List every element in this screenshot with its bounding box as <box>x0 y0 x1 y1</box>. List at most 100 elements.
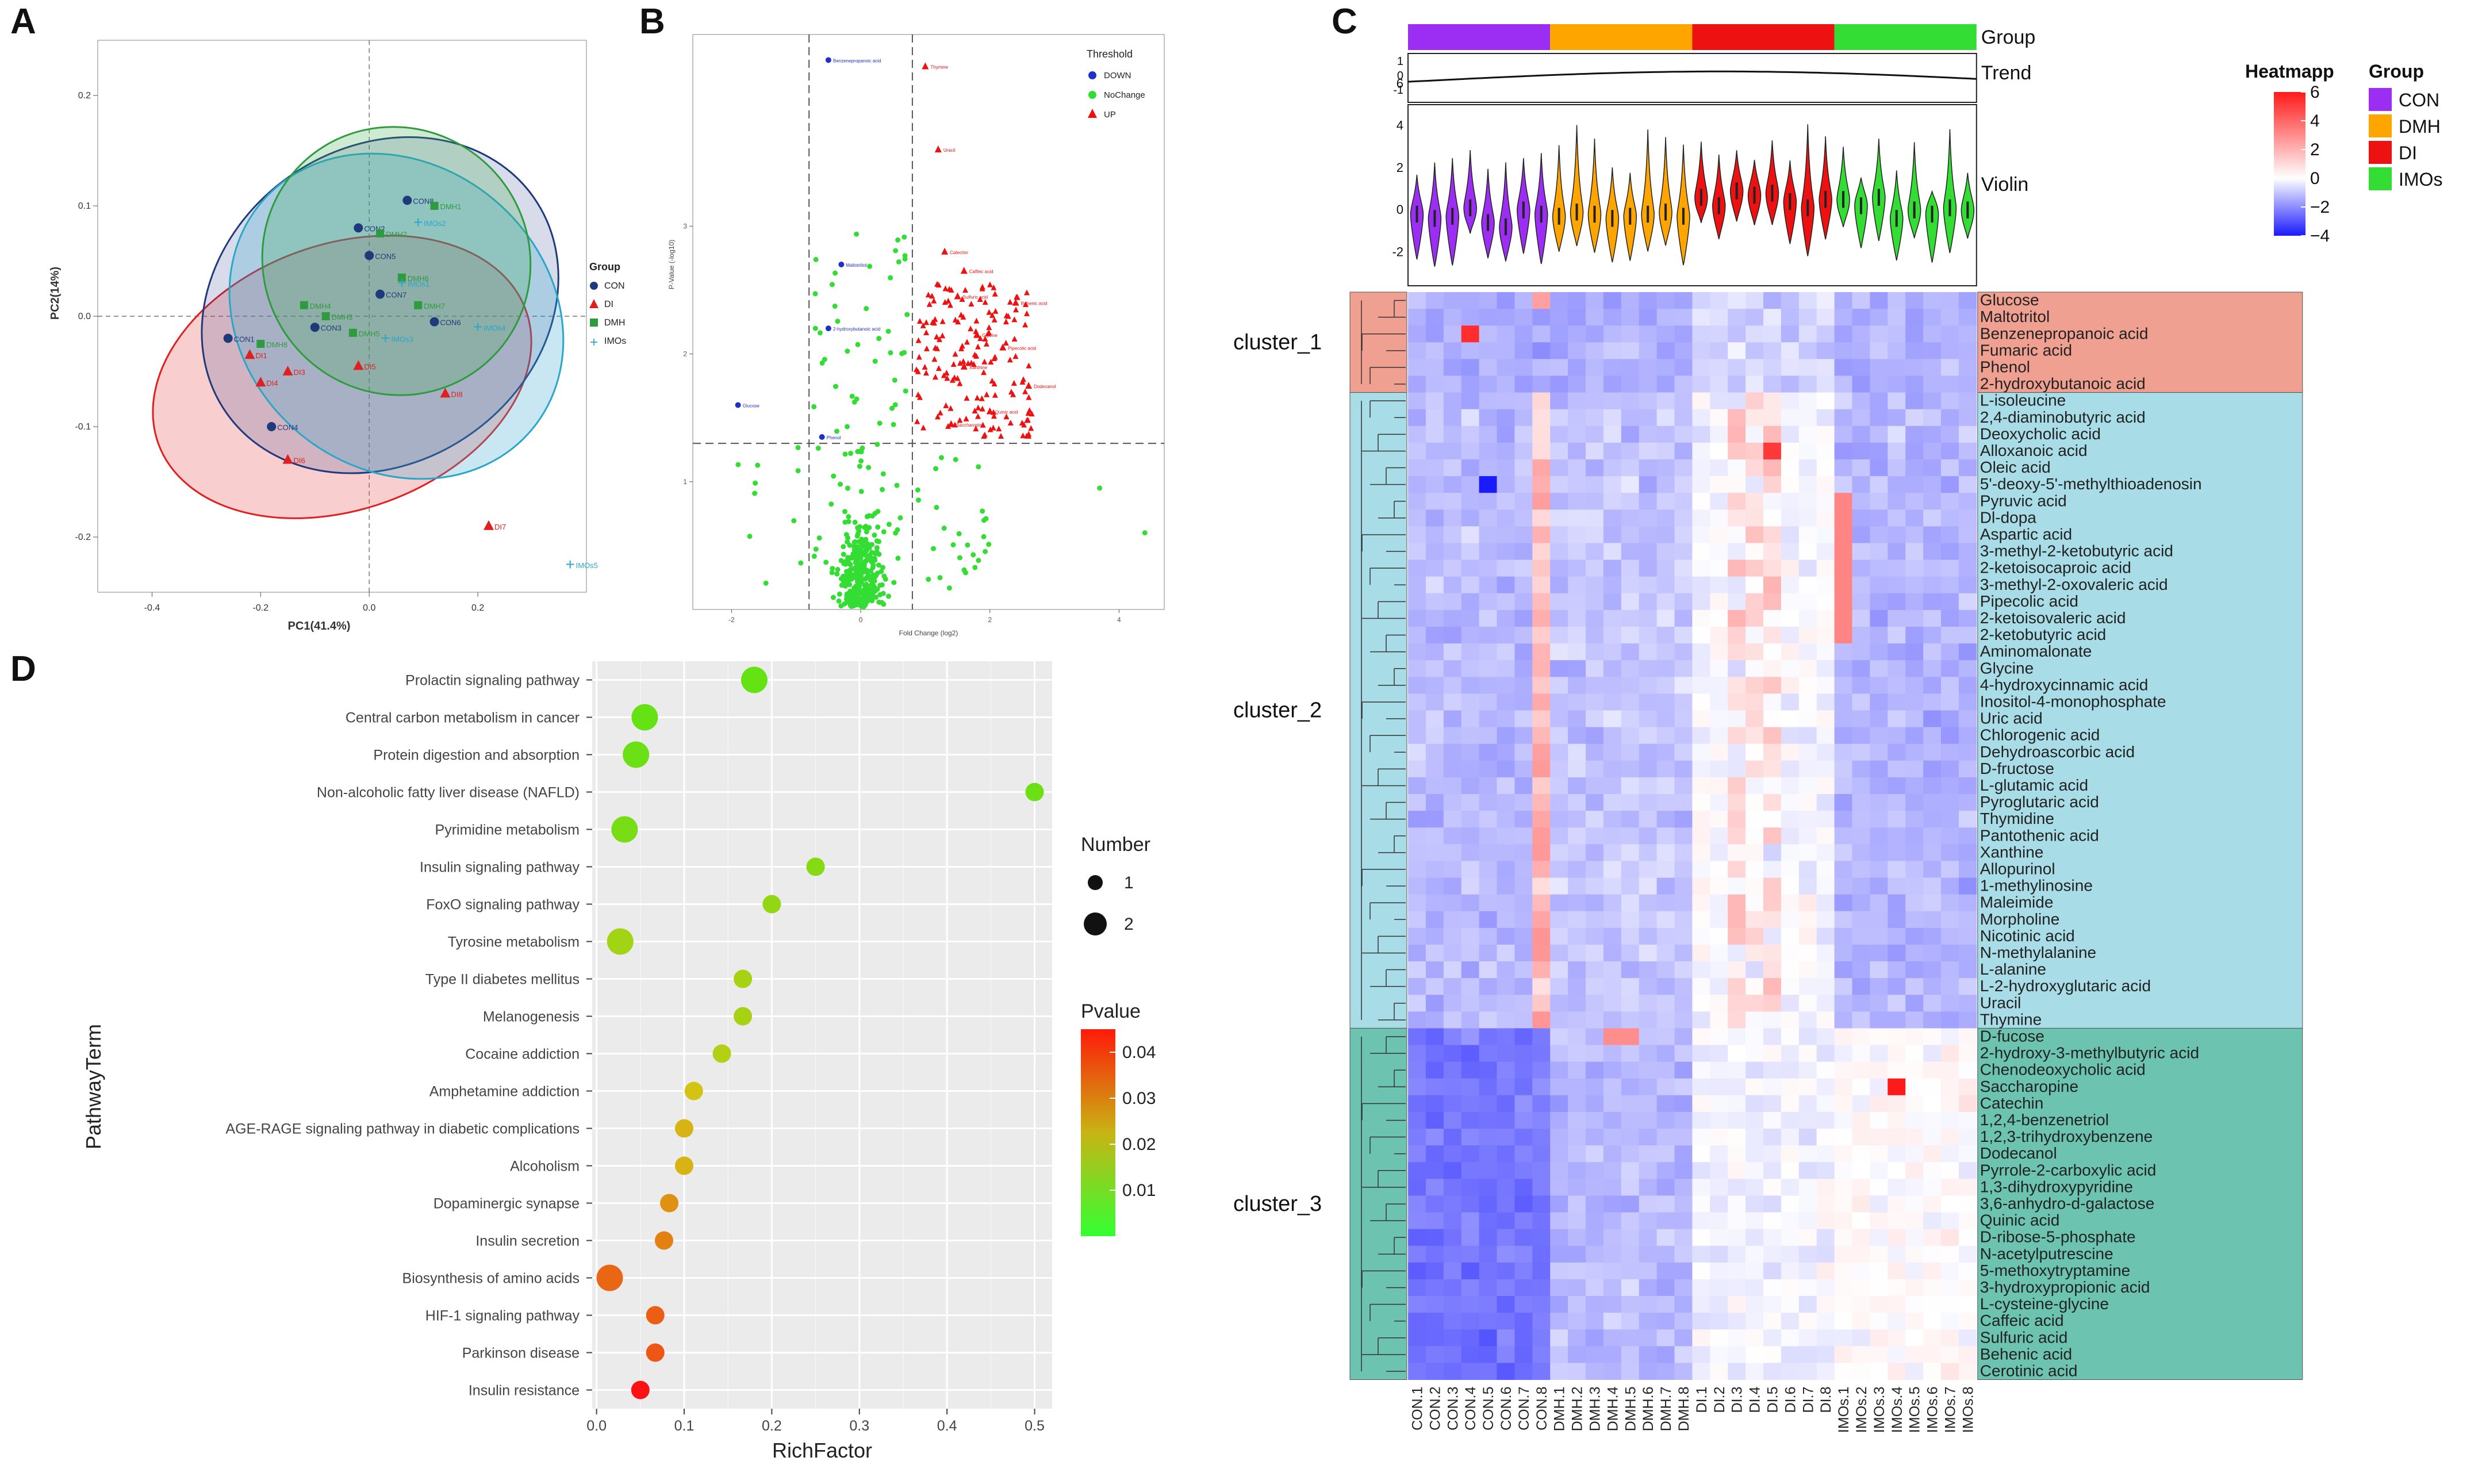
heatmap-cell <box>1958 677 1977 694</box>
heatmap-cell <box>1656 978 1675 995</box>
volcano-point-up <box>931 320 937 326</box>
heatmap-cell <box>1958 727 1977 745</box>
heatmap-cell <box>1941 693 1959 711</box>
volcano-point-nochange <box>830 566 835 572</box>
heatmap-cell <box>1710 1245 1728 1263</box>
heatmap-row-label: Sulfuric acid <box>1980 1328 2068 1346</box>
heatmap-cell <box>1425 961 1444 979</box>
heatmap-cell <box>1656 1313 1675 1330</box>
heatmap-cell <box>1746 927 1764 945</box>
heatmap-cell <box>1568 459 1586 477</box>
heatmap-cell <box>1532 1129 1551 1146</box>
heatmap-cell <box>1798 1045 1817 1063</box>
heatmap-cell <box>1550 1061 1568 1079</box>
heatmap-cell <box>1798 627 1817 644</box>
heatmap-cell <box>1639 1162 1658 1179</box>
volcano-point-nochange <box>897 515 903 521</box>
pca-point-label: DI6 <box>294 457 305 465</box>
heatmap-cell <box>1621 1045 1640 1063</box>
heatmap-cell <box>1656 1162 1675 1179</box>
heatmap-cell <box>1514 693 1533 711</box>
heatmap-cell <box>1674 927 1693 945</box>
volcano-point-nochange <box>817 330 823 336</box>
volcano-point-nochange <box>829 570 835 576</box>
volcano-point-nochange <box>847 542 853 548</box>
heatmap-cell <box>1710 1229 1728 1247</box>
volcano-point-nochange <box>886 521 892 527</box>
heatmap-cell <box>1674 1313 1693 1330</box>
size-legend-title: Number <box>1081 834 1150 856</box>
volcano-point-nochange <box>980 508 985 514</box>
heatmap-cell <box>1852 1011 1870 1029</box>
heatmap-cell <box>1425 677 1444 694</box>
heatmap-cell <box>1497 1229 1515 1247</box>
heatmap-cell <box>1586 1262 1604 1280</box>
heatmap-cell <box>1408 1346 1426 1363</box>
heatmap-row-label: Oleic acid <box>1980 458 2051 476</box>
heatmap-cell <box>1746 1129 1764 1146</box>
volcano-point-nochange <box>812 325 818 331</box>
heatmap-cell <box>1798 1313 1817 1330</box>
heatmap-cell <box>1550 1262 1568 1280</box>
heatmap-cell <box>1674 1111 1693 1129</box>
heatmap-cell <box>1621 576 1640 594</box>
heatmap-cell <box>1923 509 1942 527</box>
heatmap-cell <box>1958 1195 1977 1213</box>
heatmap-cell <box>1692 392 1710 410</box>
volcano-point-nochange <box>874 545 880 551</box>
pca-point-label: DMH2 <box>386 230 407 239</box>
violin-shape <box>1587 138 1602 253</box>
violin-box <box>1913 201 1916 218</box>
heatmap-cell <box>1923 1145 1942 1163</box>
heatmap-cell <box>1621 342 1640 359</box>
volcano-point-up <box>986 309 992 315</box>
heatmap-cell <box>1425 425 1444 443</box>
heatmap-cell <box>1603 342 1622 359</box>
heatmap-cell <box>1834 409 1852 427</box>
heatmap-cell <box>1834 1229 1852 1247</box>
volcano-point-up <box>955 319 961 325</box>
heatmap-cell <box>1568 1078 1586 1096</box>
heatmap-cell <box>1816 1229 1835 1247</box>
heatmap-cell <box>1941 677 1959 694</box>
heatmap-cell <box>1941 727 1959 745</box>
heatmap-cell <box>1941 1011 1959 1029</box>
heatmap-cell <box>1834 559 1852 577</box>
heatmap-cell <box>1710 1061 1728 1079</box>
volcano-point-nochange <box>872 532 877 538</box>
heatmap-cell <box>1586 1229 1604 1247</box>
heatmap-cell <box>1656 509 1675 527</box>
heatmap-cell <box>1586 1095 1604 1113</box>
heatmap-cell <box>1923 894 1942 912</box>
heatmap-cell <box>1905 375 1924 393</box>
heatmap-cell <box>1674 894 1693 912</box>
heatmap-cell <box>1656 1296 1675 1313</box>
heatmap-cell <box>1497 342 1515 359</box>
heatmap-cell <box>1497 325 1515 343</box>
heatmap-cell <box>1674 1061 1693 1079</box>
heatmap-cell <box>1497 927 1515 945</box>
heatmap-cell <box>1941 409 1959 427</box>
heatmap-cell <box>1905 877 1924 895</box>
heatmap-cell <box>1888 1313 1906 1330</box>
heatmap-cell <box>1532 827 1551 845</box>
heatmap-cell <box>1408 1111 1426 1129</box>
heatmap-cell <box>1639 375 1658 393</box>
heatmap-cell <box>1870 476 1888 493</box>
heatmap-cell <box>1923 1329 1942 1347</box>
heatmap-cell <box>1710 978 1728 995</box>
heatmap-cell <box>1532 794 1551 811</box>
heatmap-cell <box>1674 961 1693 979</box>
heatmap-cell <box>1816 1262 1835 1280</box>
heatmap-cell <box>1905 509 1924 527</box>
heatmap-cell <box>1958 944 1977 962</box>
volcano-point-nochange <box>981 534 987 539</box>
heatmap-cell <box>1443 442 1462 460</box>
heatmap-cell <box>1479 894 1497 912</box>
volcano-point-up <box>932 374 938 380</box>
heatmap-cell <box>1710 526 1728 543</box>
heatmap-cell <box>1905 1262 1924 1280</box>
heatmap-cell <box>1692 1028 1710 1045</box>
heatmap-cell <box>1870 1011 1888 1029</box>
volcano-point-up <box>952 351 958 357</box>
